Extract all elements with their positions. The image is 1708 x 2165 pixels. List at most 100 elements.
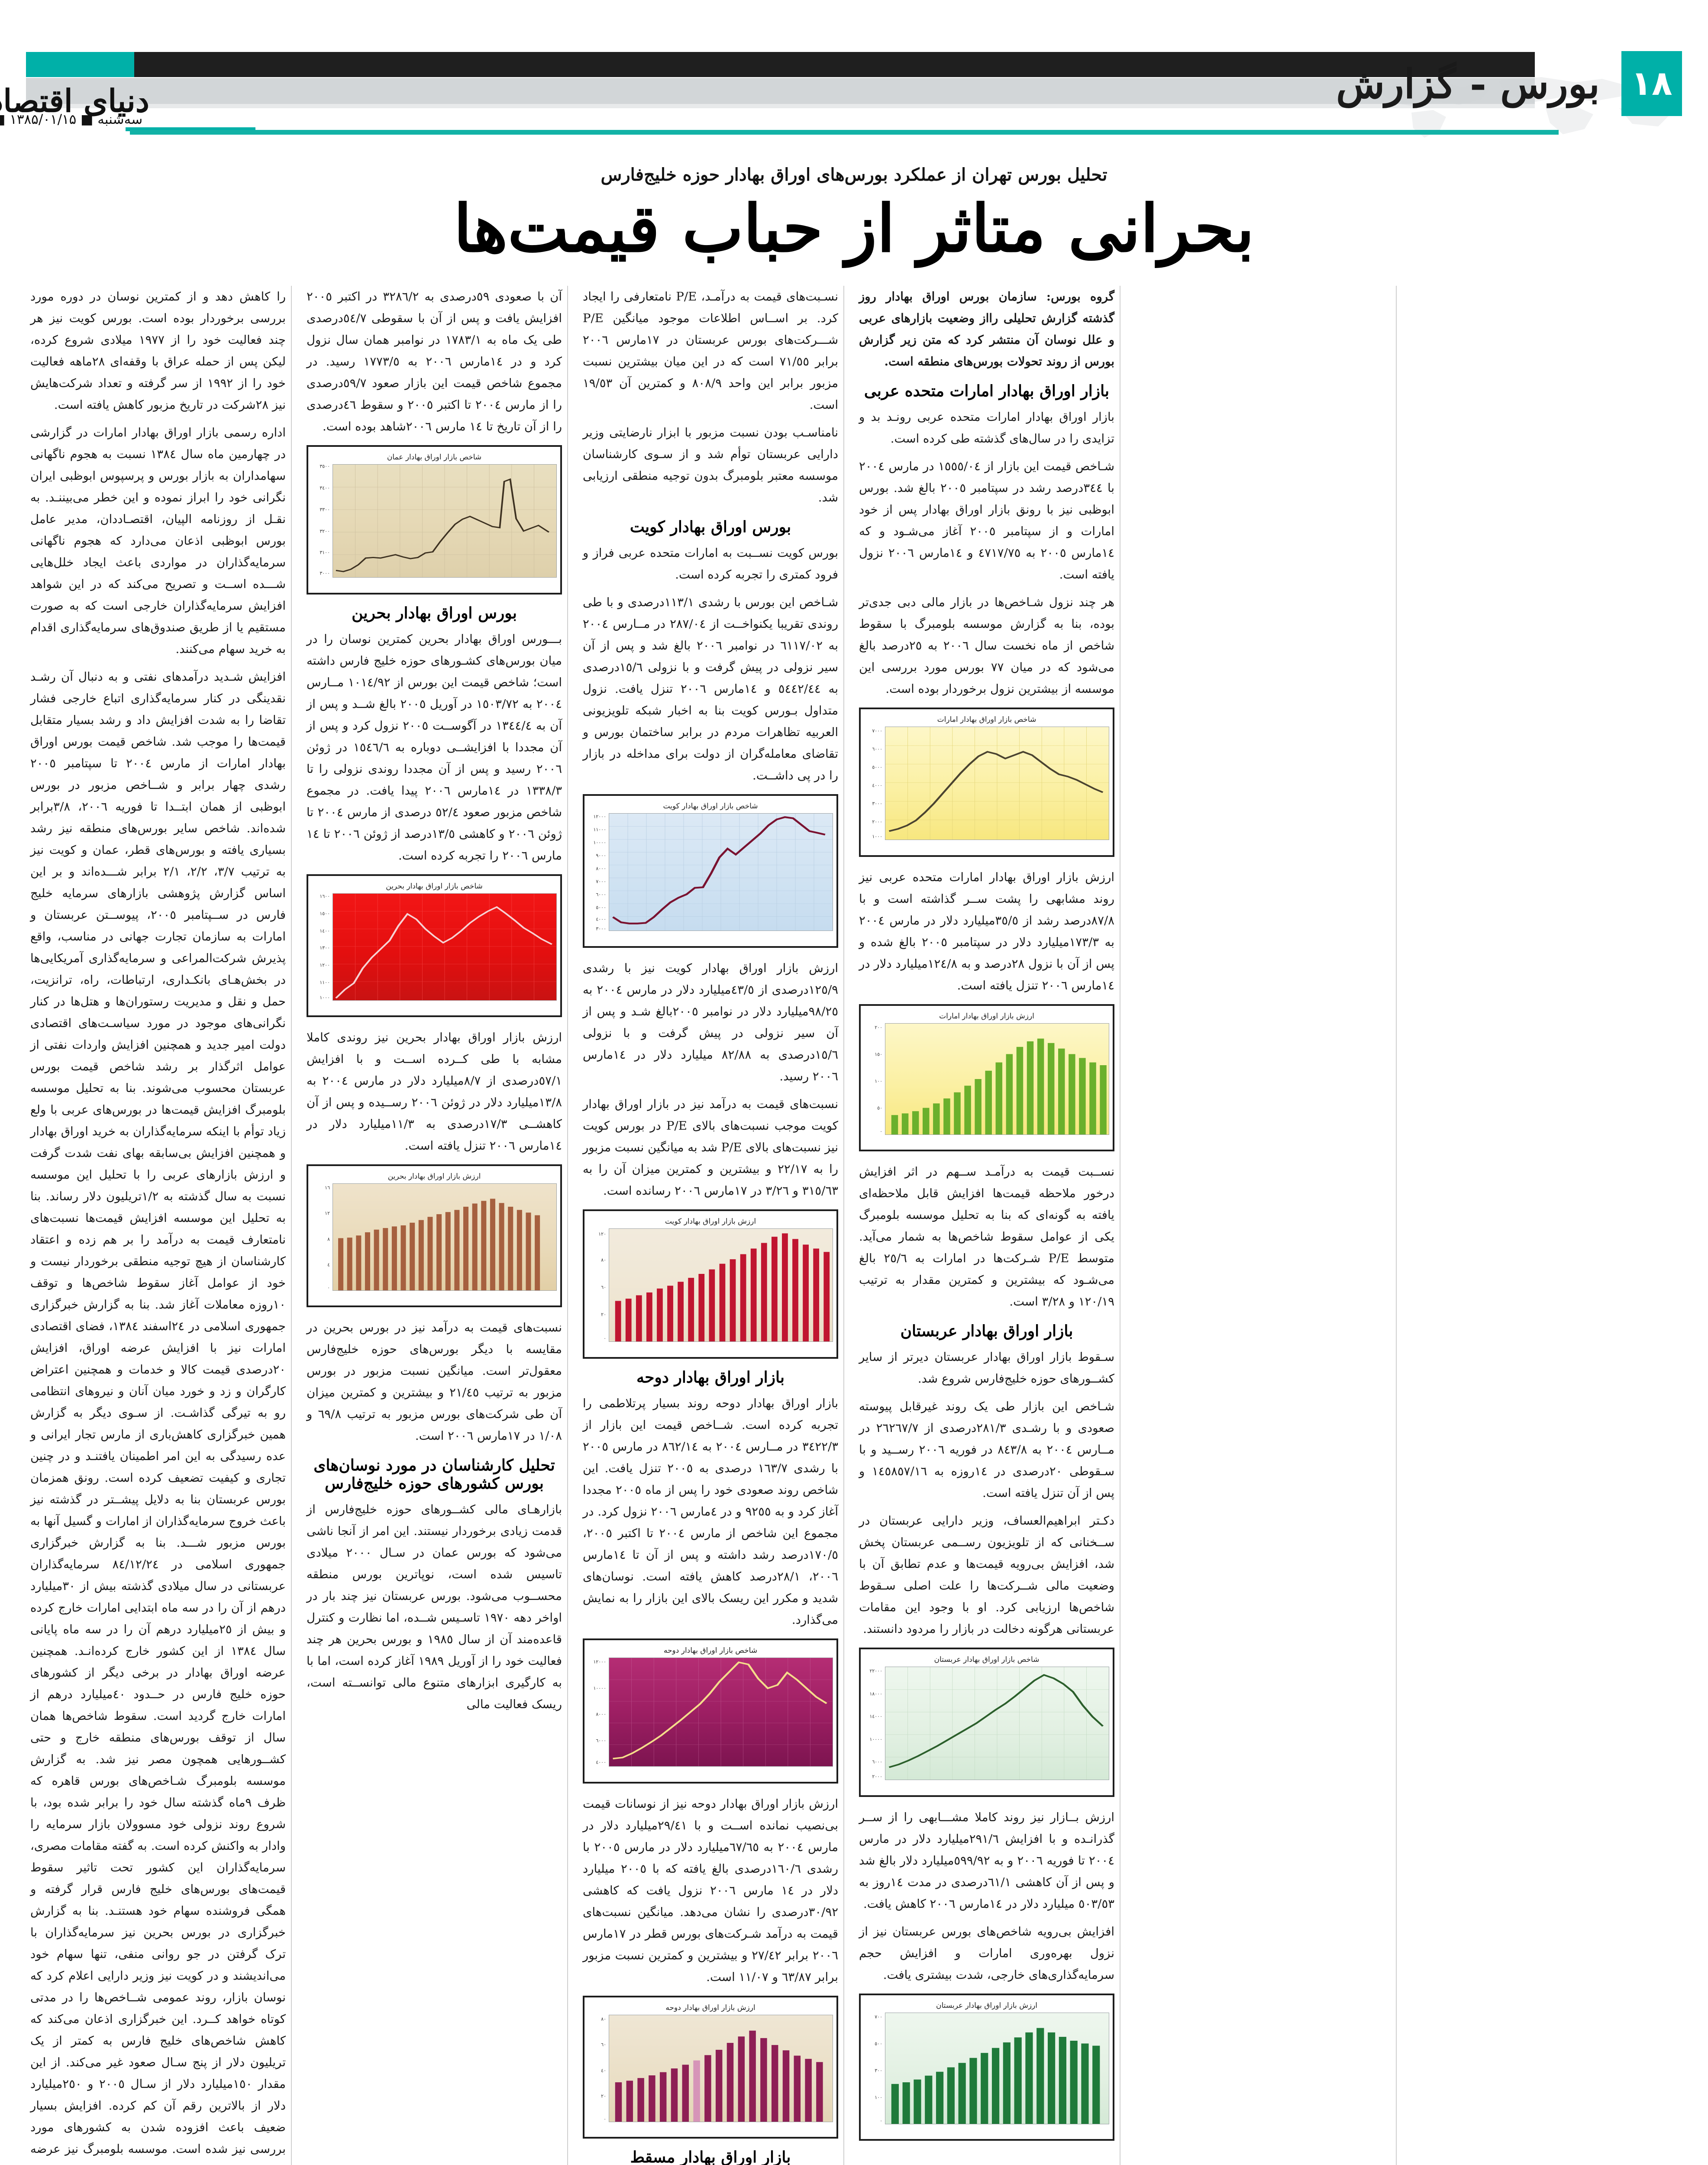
y-tick: ٥۰۰ — [875, 2041, 882, 2047]
masthead-grey-bar-thin — [26, 104, 1535, 108]
y-tick: ۱٦۰۰ — [320, 893, 330, 899]
y-tick: ۰ — [327, 1285, 330, 1291]
y-tick: ۳٥۰۰ — [320, 463, 330, 469]
y-tick: ۸۰۰۰ — [596, 1711, 606, 1717]
y-axis: ۱٦ ۱۲ ۸ ٤ ۰ — [312, 1183, 332, 1291]
chart-title: ارزش بازار اوراق بهادار عربستان — [936, 2001, 1038, 2010]
y-tick: ٦۰ — [601, 1284, 606, 1290]
chart-title: ارزش بازار اوراق بهادار امارات — [939, 1012, 1034, 1021]
chart-title: شاخص بازار اوراق بهادار امارات — [937, 715, 1036, 724]
y-tick: ۸۰ — [601, 1257, 606, 1263]
line-series — [609, 1658, 833, 1766]
chart-title: ارزش بازار اوراق بهادار دوحه — [665, 2003, 756, 2012]
y-tick: ۱۳۰۰ — [320, 945, 330, 951]
paragraph: شـاخص این بازار طی یک روند غیرقابل پیوست… — [859, 1399, 1114, 1500]
x-axis — [312, 1291, 536, 1302]
masthead: دنیای اقتصاد ۱۸ بورس - گزارش سه‌شنبه ■ ۱… — [0, 0, 1708, 138]
x-axis — [588, 1767, 812, 1778]
bar-series — [338, 1199, 540, 1290]
chart-doha-index: شاخص بازار اوراق بهادار دوحه ۱۲۰۰۰ ۱۰۰۰۰… — [583, 1638, 838, 1784]
x-axis — [864, 1780, 1088, 1791]
plot-area — [333, 893, 557, 1001]
y-axis: ۱۲۰ ۸۰ ٦۰ ۲۰ ۰ — [588, 1228, 608, 1342]
x-axis — [588, 2122, 812, 2133]
y-tick: ۱۲۰۰۰ — [593, 814, 606, 820]
y-tick: ۱۲۰۰۰ — [593, 1659, 606, 1665]
paragraph: بورس کویت نســبت به امارات متحده عربی فر… — [583, 546, 838, 582]
y-tick: ۱۰۰۰۰ — [593, 1685, 606, 1691]
y-tick: ۳۲۰۰ — [320, 528, 330, 534]
paragraph: ارزش بازار اوراق بهادار امارات متحده عرب… — [859, 870, 1115, 992]
y-tick: ۰ — [604, 2116, 606, 2122]
masthead-grey-bar — [26, 78, 1535, 104]
y-axis: ۳٥۰۰ ۳٤۰۰ ۳۳۰۰ ۳۲۰۰ ۳۱۰۰ ۳۰۰۰ — [312, 464, 332, 578]
paragraph: ارزش بازار اوراق بهادار کویت نیز با رشدی… — [583, 961, 839, 1083]
y-tick: ۲۰ — [601, 2093, 606, 2099]
y-tick: ۳۰۰ — [875, 2068, 882, 2074]
y-axis: ۱۲۰۰۰ ۱۰۰۰۰ ۸۰۰۰ ٦۰۰۰ ٤۰۰۰ — [588, 1658, 608, 1767]
chart-uae-index: شاخص بازار اوراق بهادار امارات ۷۰۰۰ ٦۰۰۰… — [859, 708, 1114, 857]
paragraph: ارزش بازار اوراق بهادار بحرین نیز روندی … — [307, 1031, 562, 1153]
paragraph: آن با صعودی ٥۹درصدی به ۳۲۸٦/۲ در اکتبر ۲… — [307, 290, 562, 433]
line-series — [885, 727, 1109, 840]
y-tick: ٦۰۰۰ — [872, 1759, 882, 1765]
y-tick: ٦۰ — [601, 2042, 606, 2048]
y-axis: ۱۲۰۰۰ ۱۱۰۰۰ ۱۰۰۰۰ ۹۰۰۰ ۸۰۰۰ ۷۰۰۰ ٦۰۰۰ ٥۰… — [588, 813, 608, 931]
paragraph: بازارهـای مالی کشــورهای حوزه خلیج‌فارس … — [307, 1503, 562, 1711]
chart-title: ارزش بازار اوراق بهادار بحرین — [387, 1172, 481, 1181]
paragraph: بازار اوراق بهادار دوحه روند بسیار پرتلا… — [583, 1396, 839, 1627]
y-tick: ۱۲۰۰ — [320, 962, 330, 968]
y-tick: ۱۰۰ — [875, 1078, 882, 1084]
column-3: نسـبت‌های قیمت به درآمـد، P/E نامتعارفی … — [583, 286, 838, 2165]
y-tick: ۱۰۰۰ — [872, 834, 882, 840]
y-axis: ۷۰۰ ٥۰۰ ۳۰۰ ۱۰۰ ۰ — [864, 2013, 884, 2124]
paragraph: نســبت قیمت به درآمـد ســهم در اثر افزای… — [859, 1165, 1115, 1309]
paragraph: شـاخص این بورس با رشدی ۱۱۳/۱درصدی و با ط… — [583, 595, 839, 782]
subheading: بازار اوراق بهادار دوحه — [636, 1368, 785, 1386]
column-4: گروه بورس: سازمان بورس اوراق بهادار روز … — [859, 286, 1114, 2165]
plot-area — [609, 1228, 833, 1342]
y-tick: ٥۰ — [877, 1105, 882, 1111]
bar-series — [891, 2028, 1100, 2124]
bar-series — [891, 1038, 1107, 1134]
page-number: ۱۸ — [1621, 51, 1682, 116]
chart-saudi-value: ارزش بازار اوراق بهادار عربستان ۷۰۰ ٥۰۰ … — [859, 1994, 1114, 2141]
y-tick: ۱۰۰ — [875, 2094, 882, 2100]
paragraph: نسـبت‌های قیمت به درآمـد، P/E نامتعارفی … — [583, 290, 838, 412]
y-tick: ۱۱۰۰۰ — [593, 827, 606, 833]
chart-title: شاخص بازار اوراق بهادار عمان — [387, 453, 482, 462]
y-tick: ۸ — [327, 1236, 330, 1242]
y-tick: ۱۲ — [325, 1210, 330, 1216]
paragraph: نامناسـب بودن نسبت مزبور با ابزار نارضای… — [583, 426, 838, 504]
article-columns: را کاهش دهد و از کمترین نوسان در دوره مو… — [26, 286, 1684, 2165]
plot-area — [609, 1658, 833, 1767]
y-tick: ٤۰ — [601, 2068, 606, 2074]
y-tick: ۱۸۰۰۰ — [869, 1691, 882, 1697]
y-tick: ۷۰۰ — [875, 2014, 882, 2020]
x-axis — [312, 1001, 536, 1012]
paragraph: را کاهش دهد و از کمترین نوسان در دوره مو… — [30, 290, 286, 412]
x-axis — [864, 2124, 1088, 2136]
y-tick: ٤۰۰۰ — [872, 782, 882, 788]
paragraph: سـقوط بازار اوراق بهادار عربستان دیرتر ا… — [859, 1350, 1114, 1386]
y-tick: ٥۰۰۰ — [872, 764, 882, 770]
subheading: بورس اوراق بهادار کویت — [630, 518, 791, 536]
plot-area — [333, 464, 557, 578]
column-2: آن با صعودی ٥۹درصدی به ۳۲۸٦/۲ در اکتبر ۲… — [307, 286, 562, 2165]
column-divider — [567, 286, 568, 2165]
y-tick: ۸۰۰۰ — [596, 866, 606, 872]
chart-title: شاخص بازار اوراق بهادار کویت — [663, 802, 758, 811]
chart-title: شاخص بازار اوراق بهادار عربستان — [934, 1655, 1040, 1664]
chart-kuwait-index: شاخص بازار اوراق بهادار کویت ۱۲۰۰۰ ۱۱۰۰۰… — [583, 794, 838, 948]
section-title: بورس - گزارش — [1336, 61, 1600, 107]
line-series — [333, 465, 556, 577]
y-tick: ٤۰۰۰ — [596, 1759, 606, 1765]
y-axis: ۱٦۰۰ ۱٥۰۰ ۱٤۰۰ ۱۳۰۰ ۱۲۰۰ ۱۱۰۰ ۱۰۰۰ — [312, 893, 332, 1001]
y-axis: ۸۰ ٦۰ ٤۰ ۲۰ ۰ — [588, 2015, 608, 2122]
paragraph: اداره رسمی بازار اوراق بهادار امارات در … — [30, 426, 286, 656]
subheading: بورس اوراق بهادار بحرین — [352, 604, 517, 622]
plot-area — [885, 2013, 1109, 2124]
y-axis: ۷۰۰۰ ٦۰۰۰ ٥۰۰۰ ٤۰۰۰ ۳۰۰۰ ۲۰۰۰ ۱۰۰۰ — [864, 727, 884, 840]
column-divider — [291, 286, 292, 2165]
y-tick: ۲۰۰ — [875, 1024, 882, 1031]
